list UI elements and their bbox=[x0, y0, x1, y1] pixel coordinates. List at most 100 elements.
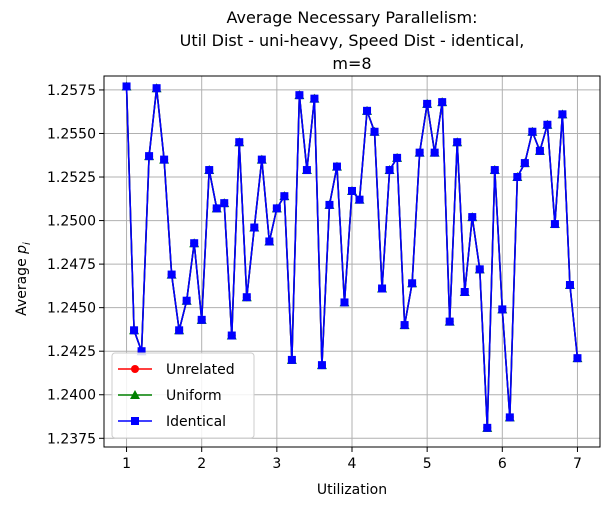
data-point-identical bbox=[250, 223, 259, 232]
data-point-identical bbox=[460, 287, 469, 296]
data-point-identical bbox=[325, 200, 334, 209]
data-point-identical bbox=[445, 317, 454, 326]
y-axis-label-subscript: p bbox=[14, 245, 30, 255]
x-tick-label: 5 bbox=[423, 456, 432, 472]
data-point-identical bbox=[528, 127, 537, 136]
data-point-identical bbox=[272, 204, 281, 213]
legend-swatch-marker bbox=[131, 417, 139, 425]
x-axis-label: Utilization bbox=[317, 482, 387, 498]
legend-entry-unrelated: Unrelated bbox=[118, 362, 235, 378]
y-tick-label: 1.2525 bbox=[47, 170, 96, 186]
data-point-identical bbox=[227, 331, 236, 340]
data-point-identical bbox=[137, 347, 146, 356]
data-point-identical bbox=[558, 110, 567, 119]
x-tick-label: 2 bbox=[197, 456, 206, 472]
data-point-identical bbox=[513, 173, 522, 182]
series-identical bbox=[122, 82, 582, 432]
data-point-identical bbox=[340, 298, 349, 307]
x-tick-label: 1 bbox=[122, 456, 131, 472]
data-point-identical bbox=[160, 155, 169, 164]
y-tick-label: 1.2450 bbox=[47, 301, 96, 317]
legend-swatch-marker bbox=[131, 365, 139, 373]
x-tick-label: 6 bbox=[498, 456, 507, 472]
data-point-identical bbox=[475, 265, 484, 274]
title-line-3: m=8 bbox=[332, 54, 371, 73]
legend-box bbox=[111, 352, 255, 439]
data-point-identical bbox=[348, 186, 356, 195]
data-point-identical bbox=[220, 199, 229, 208]
legend-entry-identical: Identical bbox=[118, 414, 226, 430]
data-point-identical bbox=[378, 284, 387, 293]
data-point-identical bbox=[205, 166, 214, 175]
data-point-identical bbox=[520, 159, 529, 168]
data-point-identical bbox=[122, 82, 131, 91]
data-point-identical bbox=[175, 326, 184, 335]
data-point-identical bbox=[242, 293, 251, 302]
y-axis-label-text: Average bbox=[14, 254, 30, 316]
data-point-identical bbox=[212, 204, 221, 213]
data-point-identical bbox=[363, 106, 372, 115]
data-point-identical bbox=[332, 162, 341, 171]
data-point-identical bbox=[145, 152, 154, 161]
data-point-identical bbox=[423, 99, 432, 108]
x-tick-label: 7 bbox=[573, 456, 582, 472]
data-point-identical bbox=[130, 326, 139, 335]
data-point-identical bbox=[287, 355, 296, 364]
data-point-identical bbox=[317, 361, 326, 370]
x-tick-label: 3 bbox=[272, 456, 281, 472]
data-point-identical bbox=[543, 120, 552, 129]
data-point-identical bbox=[265, 237, 274, 246]
legend-label: Identical bbox=[166, 414, 226, 430]
data-point-identical bbox=[295, 91, 304, 100]
data-point-identical bbox=[438, 98, 447, 107]
data-point-identical bbox=[550, 220, 559, 229]
legend-label: Uniform bbox=[166, 388, 222, 404]
title-line-1: Average Necessary Parallelism: bbox=[227, 8, 478, 27]
data-point-identical bbox=[302, 166, 311, 175]
data-point-identical bbox=[430, 148, 439, 157]
data-point-identical bbox=[393, 153, 402, 162]
data-point-identical bbox=[415, 148, 424, 157]
data-point-identical bbox=[167, 270, 176, 279]
data-point-identical bbox=[573, 354, 582, 363]
data-point-identical bbox=[310, 94, 319, 103]
y-tick-label: 1.2500 bbox=[47, 214, 96, 230]
data-point-identical bbox=[505, 413, 514, 422]
y-tick-label: 1.2425 bbox=[47, 344, 96, 360]
y-axis-label-index: i bbox=[22, 242, 33, 245]
data-point-identical bbox=[197, 315, 206, 324]
data-point-identical bbox=[385, 166, 394, 175]
data-point-identical bbox=[453, 138, 462, 147]
x-axis-ticks: 1 2 3 4 5 6 7 bbox=[122, 447, 582, 472]
y-tick-label: 1.2400 bbox=[47, 388, 96, 404]
data-point-identical bbox=[355, 195, 364, 204]
data-point-identical bbox=[498, 305, 507, 314]
series-layer bbox=[121, 81, 583, 432]
data-point-identical bbox=[468, 213, 477, 222]
data-point-identical bbox=[490, 166, 499, 175]
chart-title: Average Necessary Parallelism: Util Dist… bbox=[180, 8, 525, 73]
y-tick-label: 1.2375 bbox=[47, 431, 96, 447]
legend-entry-uniform: Uniform bbox=[118, 388, 222, 404]
data-point-identical bbox=[370, 127, 379, 136]
data-point-identical bbox=[152, 84, 161, 93]
y-axis-label: Average pi bbox=[14, 242, 33, 316]
data-point-identical bbox=[408, 279, 417, 288]
y-tick-label: 1.2550 bbox=[47, 126, 96, 142]
data-point-identical bbox=[280, 192, 289, 201]
y-tick-label: 1.2575 bbox=[47, 83, 96, 99]
data-point-identical bbox=[182, 296, 191, 305]
data-point-identical bbox=[190, 239, 199, 248]
y-tick-label: 1.2475 bbox=[47, 257, 96, 273]
data-point-identical bbox=[400, 321, 409, 330]
title-line-2: Util Dist - uni-heavy, Speed Dist - iden… bbox=[180, 31, 525, 50]
x-tick-label: 4 bbox=[348, 456, 357, 472]
data-point-identical bbox=[565, 281, 574, 290]
data-point-identical bbox=[535, 146, 544, 155]
data-point-identical bbox=[483, 423, 492, 432]
legend-swatch-marker bbox=[130, 390, 140, 399]
legend: Unrelated Uniform Identical bbox=[111, 352, 255, 439]
data-point-identical bbox=[235, 138, 244, 147]
